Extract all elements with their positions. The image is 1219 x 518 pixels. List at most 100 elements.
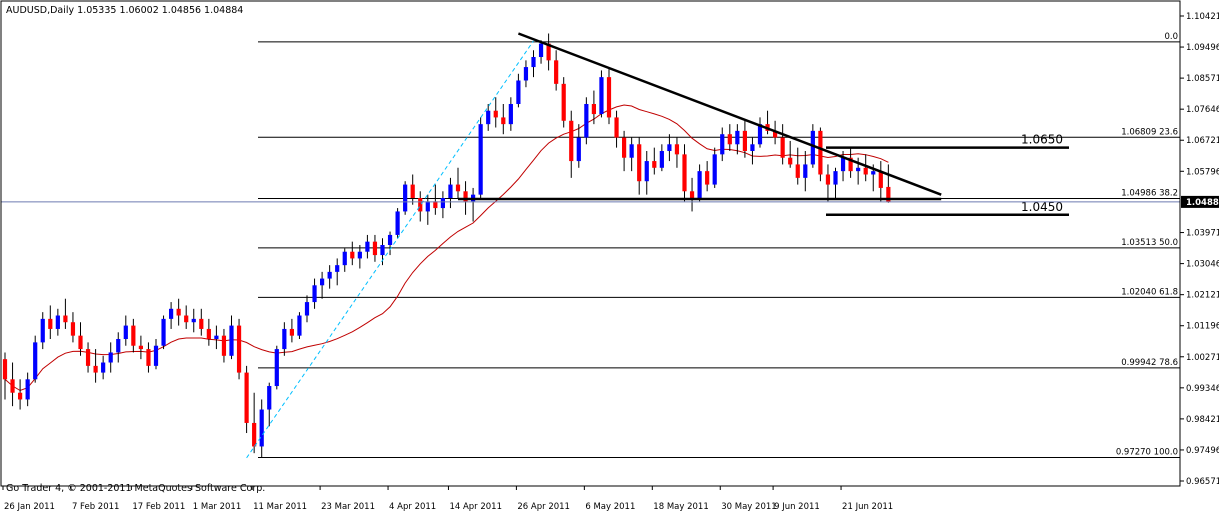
y-tick-label: 1.00271 [1186,353,1219,363]
candle-bull [659,151,664,168]
candle-bull [229,325,234,356]
candle-bull [357,251,362,259]
fib-level-label: 1.06809 23.6 [1121,127,1178,137]
candle-bull [757,124,763,145]
x-tick-label: 26 Apr 2011 [517,502,570,512]
candle-bull [599,77,604,115]
candle-bull [644,161,649,182]
candle-bear [561,83,566,121]
x-tick-label: 9 Jun 2011 [774,502,820,512]
candle-bull [448,184,453,199]
candle-bear [455,184,461,192]
x-tick-label: 6 May 2011 [585,502,635,512]
candle-bull [304,302,310,316]
candle-bear [463,191,468,202]
candle-bear [682,154,687,192]
candle-bull [40,318,45,343]
candle-bull [153,345,159,366]
y-tick-label: 1.09496 [1186,43,1219,53]
candle-bull [440,198,445,209]
candle-bear [591,103,596,115]
candle-bull [871,171,876,175]
candle-bull [33,342,38,380]
candle-bull [395,211,400,235]
x-tick-label: 26 Jan 2011 [4,502,55,512]
descending-trendline [517,32,942,196]
candle-bull [508,103,513,125]
candle-bear [10,379,15,393]
candle-bull [531,56,536,68]
moving-average-line [4,104,889,392]
candle-bull [108,352,113,363]
candle-bull [697,171,702,199]
candle-bull [380,245,385,256]
candle-bear [886,186,891,203]
y-tick-label: 1.05796 [1186,167,1219,177]
candle-bull [516,80,521,104]
candle-bull [123,325,128,340]
x-tick-label: 1 Mar 2011 [193,502,241,512]
candle-bull [161,318,166,346]
candle-bull [403,184,408,212]
candle-bear [788,157,793,165]
candle-bear [78,335,83,350]
candle-bear [546,43,551,61]
candle-bear [2,359,8,380]
candle-bear [848,157,853,172]
candle-bull [274,349,279,387]
fib-level-label: 1.04986 38.2 [1121,188,1178,198]
candle-bull [576,137,581,162]
candle-bull [856,167,861,172]
candle-bull [750,144,755,152]
current-price-tag [1181,195,1219,208]
y-tick-label: 1.07646 [1186,105,1219,115]
x-tick-label: 21 Jun 2011 [842,502,893,512]
y-tick-label: 1.03971 [1186,229,1219,239]
candles [2,33,891,458]
candle-bear [622,137,627,158]
candle-bull [810,130,815,165]
candle-bear [652,161,657,168]
x-tick-label: 7 Feb 2011 [72,502,120,512]
candle-bull [720,134,725,155]
candle-bear [18,392,23,400]
candle-bear [606,77,612,118]
annotation-level-label: 1.0450 [1021,200,1063,214]
candle-bear [372,241,378,256]
candle-bull [169,308,174,319]
candle-bear [689,191,695,199]
y-tick-label: 1.01196 [1186,322,1219,332]
y-tick-label: 1.06721 [1186,136,1219,146]
x-tick-label: 23 Mar 2011 [321,502,375,512]
candle-bear [614,117,619,138]
candle-bear [289,328,294,336]
axes: 1.10421 1.09496 1.08571 1.07646 1.06721 1.057… [2,12,1219,512]
candle-bull [267,386,272,410]
ascending-trendline [246,40,534,459]
candle-bull [425,201,430,212]
y-tick-label: 0.98421 [1186,415,1219,425]
candle-bear [184,315,189,323]
candle-bear [825,174,831,185]
chart-header: AUDUSD,Daily 1.05335 1.06002 1.04856 1.0… [6,5,243,16]
candle-bear [63,315,68,323]
y-tick-label: 0.96571 [1186,477,1219,487]
candle-bear [780,137,785,158]
candle-bear [244,372,249,423]
candle-bull [191,318,196,323]
candle-bear [863,167,868,175]
drawn-lines[interactable]: 1.0650 1.0450 [1,32,1180,459]
x-tick-label: 11 Mar 2011 [253,502,307,512]
candle-bull [312,285,317,303]
candle-bull [629,144,634,158]
candle-bull [320,278,325,286]
candle-bull [282,328,287,350]
x-tick-label: 14 Apr 2011 [449,502,502,512]
candle-bull [116,339,121,353]
candle-bear [221,335,227,356]
candle-bear [501,117,506,125]
candle-bear [48,318,53,329]
fib-level-label: 0.99942 78.6 [1121,358,1178,368]
y-tick-label: 1.03046 [1186,260,1219,270]
y-tick-label: 1.08571 [1186,74,1219,84]
